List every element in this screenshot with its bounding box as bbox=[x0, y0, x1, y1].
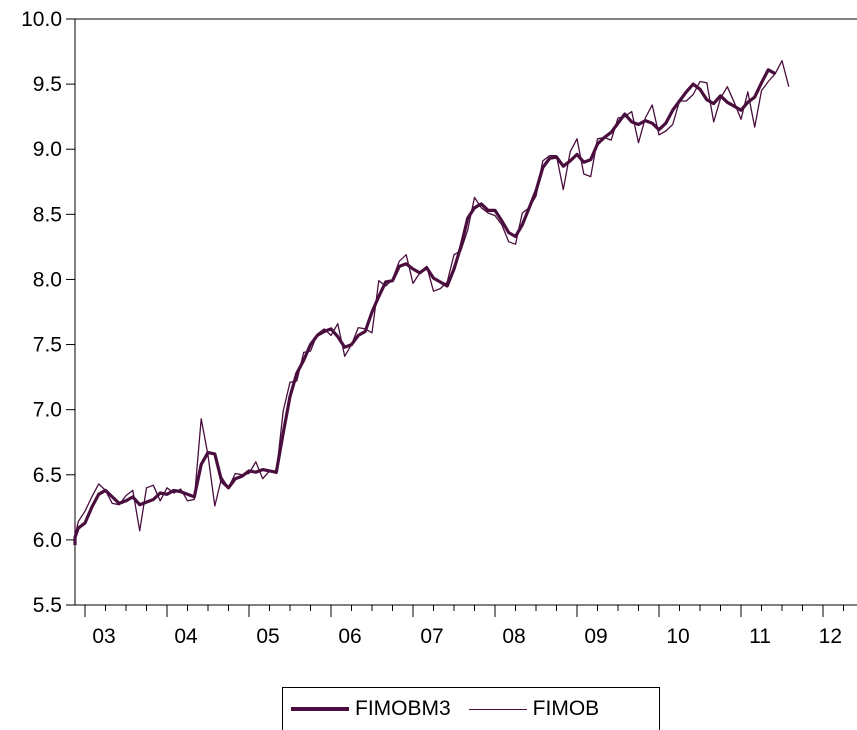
y-tick-label: 10.0 bbox=[21, 8, 62, 31]
legend: FIMOBM3 FIMOB bbox=[282, 687, 660, 730]
y-axis: 5.5 6.0 6.5 7.0 7.5 8.0 8.5 9.0 9.5 10.0 bbox=[21, 8, 75, 617]
series-line-fimob bbox=[74, 60, 790, 538]
series-line-fimobm3 bbox=[73, 68, 776, 546]
legend-item-fimobm3: FIMOBM3 bbox=[291, 697, 451, 721]
legend-label-fimobm3: FIMOBM3 bbox=[355, 697, 451, 720]
y-tick-label: 7.0 bbox=[33, 399, 62, 422]
x-tick-label: 10 bbox=[666, 625, 689, 648]
y-tick-label: 8.0 bbox=[33, 268, 62, 291]
y-tick-label: 9.5 bbox=[33, 73, 62, 96]
y-tick-label: 8.5 bbox=[33, 203, 62, 226]
legend-label-fimob: FIMOB bbox=[532, 697, 600, 720]
x-tick-label: 12 bbox=[819, 625, 842, 648]
x-axis: 03 04 05 06 07 08 09 10 11 12 bbox=[84, 605, 844, 648]
y-tick-label: 6.0 bbox=[33, 529, 62, 552]
y-tick-label: 7.5 bbox=[33, 334, 62, 357]
x-tick-label: 04 bbox=[174, 625, 198, 648]
x-tick-label: 11 bbox=[749, 625, 771, 648]
legend-swatch-fimobm3 bbox=[291, 707, 349, 711]
y-tick-label: 6.5 bbox=[33, 464, 62, 487]
plot-frame bbox=[74, 18, 857, 606]
x-tick-label: 07 bbox=[420, 625, 443, 648]
legend-swatch-fimob bbox=[468, 708, 527, 710]
x-tick-label: 05 bbox=[256, 625, 279, 648]
plot-area bbox=[73, 60, 790, 546]
legend-item-fimob: FIMOB bbox=[468, 697, 600, 721]
y-tick-label: 9.0 bbox=[33, 138, 62, 161]
x-tick-label: 09 bbox=[584, 625, 607, 648]
x-tick-label: 03 bbox=[92, 625, 115, 648]
x-tick-label: 06 bbox=[338, 625, 361, 648]
y-tick-label: 5.5 bbox=[33, 594, 62, 617]
x-tick-label: 08 bbox=[502, 625, 525, 648]
